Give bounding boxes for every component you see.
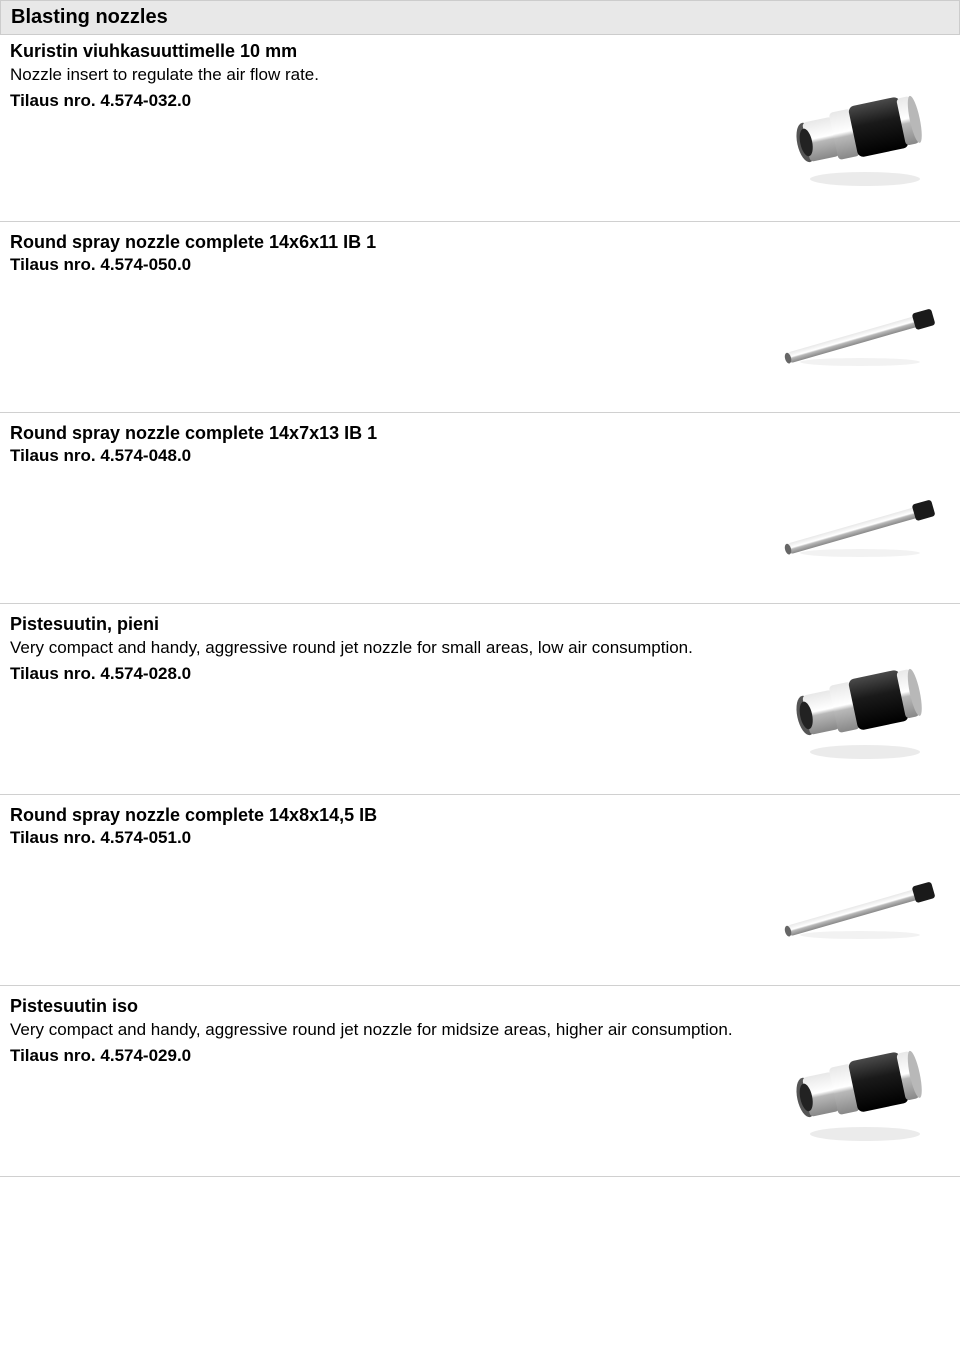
product-row: Round spray nozzle complete 14x6x11 IB 1… (0, 222, 960, 413)
product-text-block: Round spray nozzle complete 14x8x14,5 IB… (10, 805, 770, 848)
product-image (770, 1016, 950, 1156)
product-title: Kuristin viuhkasuuttimelle 10 mm (10, 41, 750, 62)
order-label: Tilaus nro. (10, 664, 96, 683)
order-label: Tilaus nro. (10, 1046, 96, 1065)
product-text-block: Pistesuutin, pieniVery compact and handy… (10, 614, 770, 684)
order-label: Tilaus nro. (10, 255, 96, 274)
product-order-number: Tilaus nro. 4.574-029.0 (10, 1046, 750, 1066)
product-row: Pistesuutin isoVery compact and handy, a… (0, 986, 960, 1177)
product-title: Round spray nozzle complete 14x8x14,5 IB (10, 805, 750, 826)
product-text-block: Round spray nozzle complete 14x7x13 IB 1… (10, 423, 770, 466)
product-title: Round spray nozzle complete 14x7x13 IB 1 (10, 423, 750, 444)
nozzle-stubby-icon (770, 634, 950, 774)
product-image (770, 443, 950, 583)
product-order-number: Tilaus nro. 4.574-032.0 (10, 91, 750, 111)
product-text-block: Pistesuutin isoVery compact and handy, a… (10, 996, 770, 1066)
product-row: Pistesuutin, pieniVery compact and handy… (0, 604, 960, 795)
order-label: Tilaus nro. (10, 91, 96, 110)
product-description: Very compact and handy, aggressive round… (10, 637, 750, 660)
order-number-value: 4.574-029.0 (100, 1046, 191, 1065)
product-image (770, 634, 950, 774)
nozzle-long-icon (770, 825, 950, 965)
product-order-number: Tilaus nro. 4.574-048.0 (10, 446, 750, 466)
product-row: Kuristin viuhkasuuttimelle 10 mmNozzle i… (0, 35, 960, 222)
product-text-block: Kuristin viuhkasuuttimelle 10 mmNozzle i… (10, 41, 770, 111)
product-title: Round spray nozzle complete 14x6x11 IB 1 (10, 232, 750, 253)
product-description: Very compact and handy, aggressive round… (10, 1019, 750, 1042)
product-image (770, 825, 950, 965)
order-number-value: 4.574-051.0 (100, 828, 191, 847)
order-number-value: 4.574-032.0 (100, 91, 191, 110)
product-image (770, 61, 950, 201)
product-text-block: Round spray nozzle complete 14x6x11 IB 1… (10, 232, 770, 275)
nozzle-stubby-icon (770, 61, 950, 201)
section-title: Blasting nozzles (11, 6, 168, 28)
product-order-number: Tilaus nro. 4.574-050.0 (10, 255, 750, 275)
product-title: Pistesuutin, pieni (10, 614, 750, 635)
nozzle-stubby-icon (770, 1016, 950, 1156)
products-list: Kuristin viuhkasuuttimelle 10 mmNozzle i… (0, 35, 960, 1177)
order-number-value: 4.574-048.0 (100, 446, 191, 465)
order-number-value: 4.574-028.0 (100, 664, 191, 683)
order-number-value: 4.574-050.0 (100, 255, 191, 274)
order-label: Tilaus nro. (10, 828, 96, 847)
product-title: Pistesuutin iso (10, 996, 750, 1017)
product-order-number: Tilaus nro. 4.574-028.0 (10, 664, 750, 684)
product-row: Round spray nozzle complete 14x7x13 IB 1… (0, 413, 960, 604)
section-header: Blasting nozzles (0, 0, 960, 35)
product-row: Round spray nozzle complete 14x8x14,5 IB… (0, 795, 960, 986)
order-label: Tilaus nro. (10, 446, 96, 465)
product-image (770, 252, 950, 392)
nozzle-long-icon (770, 252, 950, 392)
product-order-number: Tilaus nro. 4.574-051.0 (10, 828, 750, 848)
nozzle-long-icon (770, 443, 950, 583)
product-description: Nozzle insert to regulate the air flow r… (10, 64, 750, 87)
